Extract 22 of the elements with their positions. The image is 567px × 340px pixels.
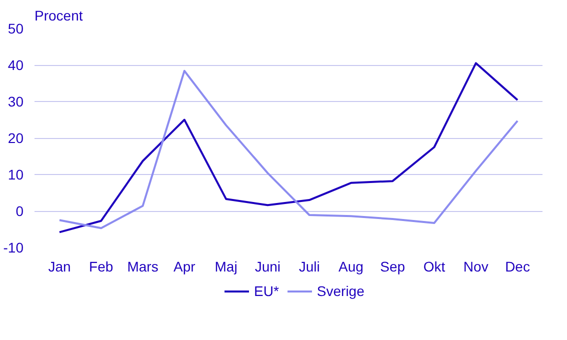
y-tick-label: 40 (8, 57, 24, 73)
x-tick-label: Nov (463, 258, 488, 274)
y-tick-label: 0 (16, 203, 24, 219)
x-tick-label: Sep (380, 258, 406, 274)
y-axis-title: Procent (34, 8, 83, 24)
x-tick-label: Mars (127, 258, 158, 274)
x-tick-label: Dec (505, 258, 530, 274)
x-tick-label: Aug (338, 258, 364, 274)
x-tick-label: Jan (48, 258, 71, 274)
x-tick-label: Maj (214, 258, 238, 274)
y-tick-label: 20 (8, 130, 24, 146)
x-tick-label: Okt (423, 258, 446, 274)
y-tick-label: 10 (8, 166, 24, 182)
y-tick-label: 50 (8, 20, 24, 36)
legend-label: EU* (254, 283, 279, 299)
legend-label: Sverige (316, 283, 364, 299)
x-tick-label: Feb (89, 258, 114, 274)
x-tick-label: Juli (298, 258, 320, 274)
x-tick-label: Juni (254, 258, 281, 274)
x-tick-label: Apr (174, 258, 196, 274)
y-tick-label: -10 (3, 240, 24, 256)
y-tick-label: 30 (8, 94, 24, 110)
